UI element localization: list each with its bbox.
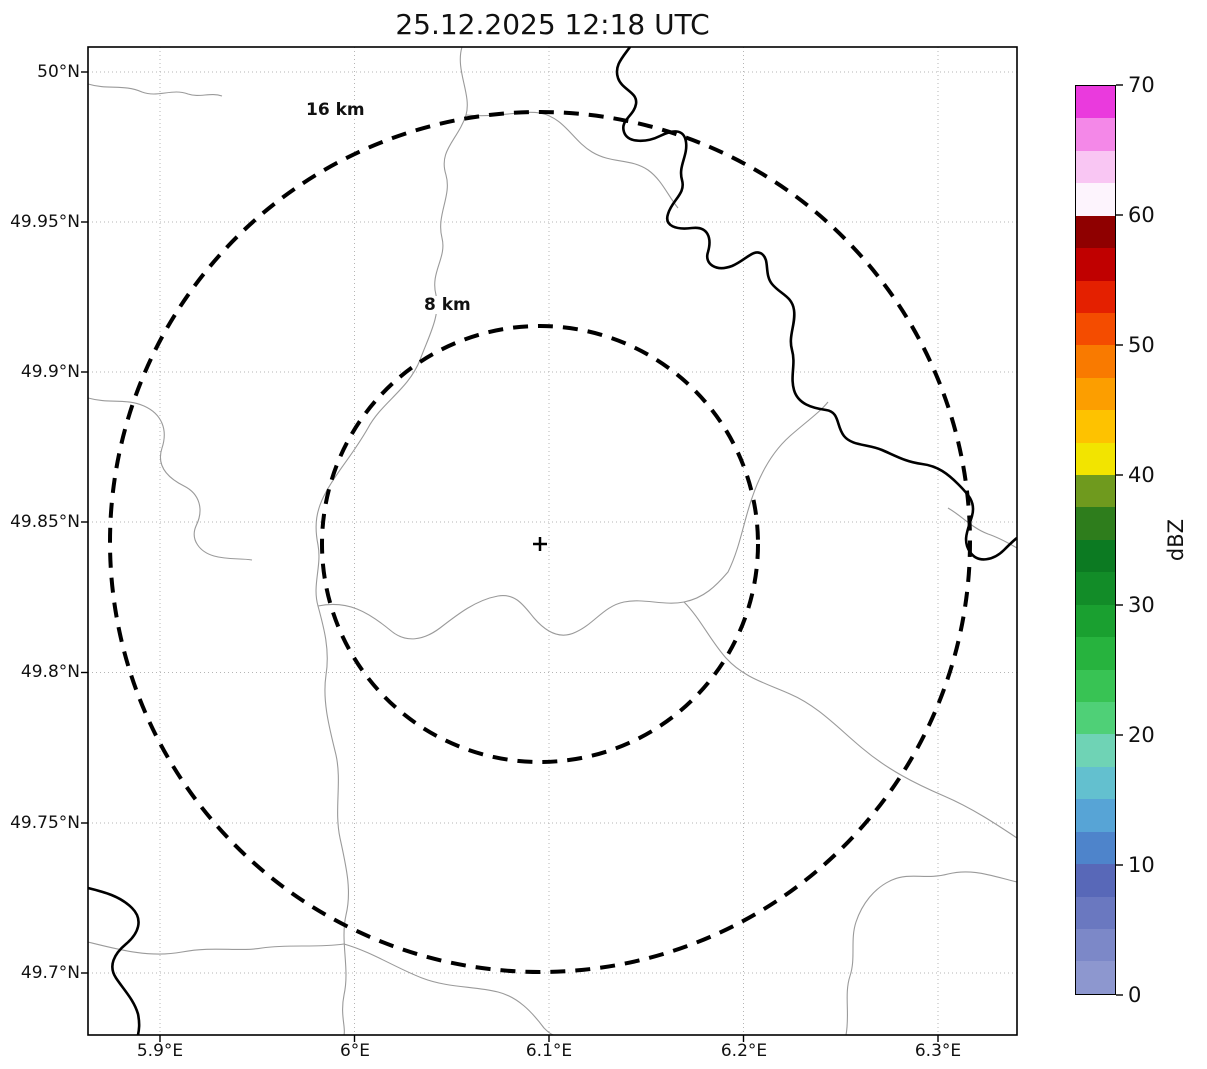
colorbar-swatch	[1076, 896, 1115, 929]
grid-lines	[88, 47, 1017, 1035]
admin-boundaries	[87, 46, 1018, 1036]
y-tick-label: 49.7°N	[20, 963, 80, 983]
axis-ticks	[81, 71, 939, 1042]
colorbar-tick-label: 50	[1128, 333, 1155, 357]
x-tick-label: 6.3°E	[914, 1041, 962, 1061]
colorbar-ticks	[1116, 84, 1123, 996]
y-tick-label: 49.85°N	[10, 512, 80, 532]
colorbar-swatch	[1076, 345, 1115, 378]
colorbar-swatch	[1076, 215, 1115, 249]
colorbar-swatch	[1076, 702, 1115, 735]
x-tick-label: 6.1°E	[525, 1041, 573, 1061]
colorbar-swatch	[1076, 864, 1115, 897]
colorbar-swatch	[1076, 280, 1115, 313]
colorbar-swatch	[1076, 248, 1115, 281]
colorbar-swatch	[1076, 831, 1115, 865]
colorbar	[1075, 85, 1116, 995]
colorbar-swatch	[1076, 734, 1115, 767]
ring-label-8km: 8 km	[421, 296, 474, 314]
colorbar-swatch	[1076, 475, 1115, 508]
y-tick-label: 50°N	[37, 62, 80, 82]
radar-center-marker	[533, 537, 547, 551]
colorbar-swatch	[1076, 507, 1115, 540]
colorbar-swatch	[1076, 539, 1115, 573]
colorbar-axis-label: dBZ	[1164, 518, 1188, 562]
y-tick-label: 49.9°N	[20, 362, 80, 382]
y-tick-label: 49.95°N	[10, 212, 80, 232]
axes-frame	[87, 46, 1018, 1036]
colorbar-swatch	[1076, 799, 1115, 832]
y-tick-label: 49.75°N	[10, 813, 80, 833]
colorbar-swatch	[1076, 961, 1115, 994]
colorbar-swatch	[1076, 118, 1115, 151]
x-tick-label: 5.9°E	[136, 1041, 184, 1061]
colorbar-swatch	[1076, 442, 1115, 476]
colorbar-swatch	[1076, 312, 1115, 346]
y-tick-label: 49.8°N	[20, 662, 80, 682]
colorbar-swatch	[1076, 604, 1115, 638]
colorbar-tick-label: 0	[1128, 983, 1142, 1007]
colorbar-swatch	[1076, 150, 1115, 184]
colorbar-tick-label: 70	[1128, 73, 1155, 97]
colorbar-tick-label: 30	[1128, 593, 1155, 617]
colorbar-tick-label: 10	[1128, 853, 1155, 877]
colorbar-swatch	[1076, 928, 1115, 962]
colorbar-swatches	[1076, 86, 1115, 994]
x-tick-label: 6°E	[339, 1041, 371, 1061]
colorbar-swatch	[1076, 86, 1115, 119]
colorbar-tick-label: 60	[1128, 203, 1155, 227]
colorbar-swatch	[1076, 183, 1115, 216]
range-ring-8km	[320, 324, 760, 764]
river-line	[87, 46, 1018, 1036]
colorbar-tick-label: 40	[1128, 463, 1155, 487]
x-tick-label: 6.2°E	[720, 1041, 768, 1061]
ring-label-16km: 16 km	[303, 101, 368, 119]
chart-title: 25.12.2025 12:18 UTC	[395, 8, 710, 41]
colorbar-swatch	[1076, 410, 1115, 443]
colorbar-tick-label: 20	[1128, 723, 1155, 747]
colorbar-swatch	[1076, 572, 1115, 605]
colorbar-swatch	[1076, 669, 1115, 703]
colorbar-swatch	[1076, 377, 1115, 411]
range-ring-16km	[108, 110, 972, 974]
colorbar-swatch	[1076, 766, 1115, 800]
colorbar-swatch	[1076, 637, 1115, 670]
